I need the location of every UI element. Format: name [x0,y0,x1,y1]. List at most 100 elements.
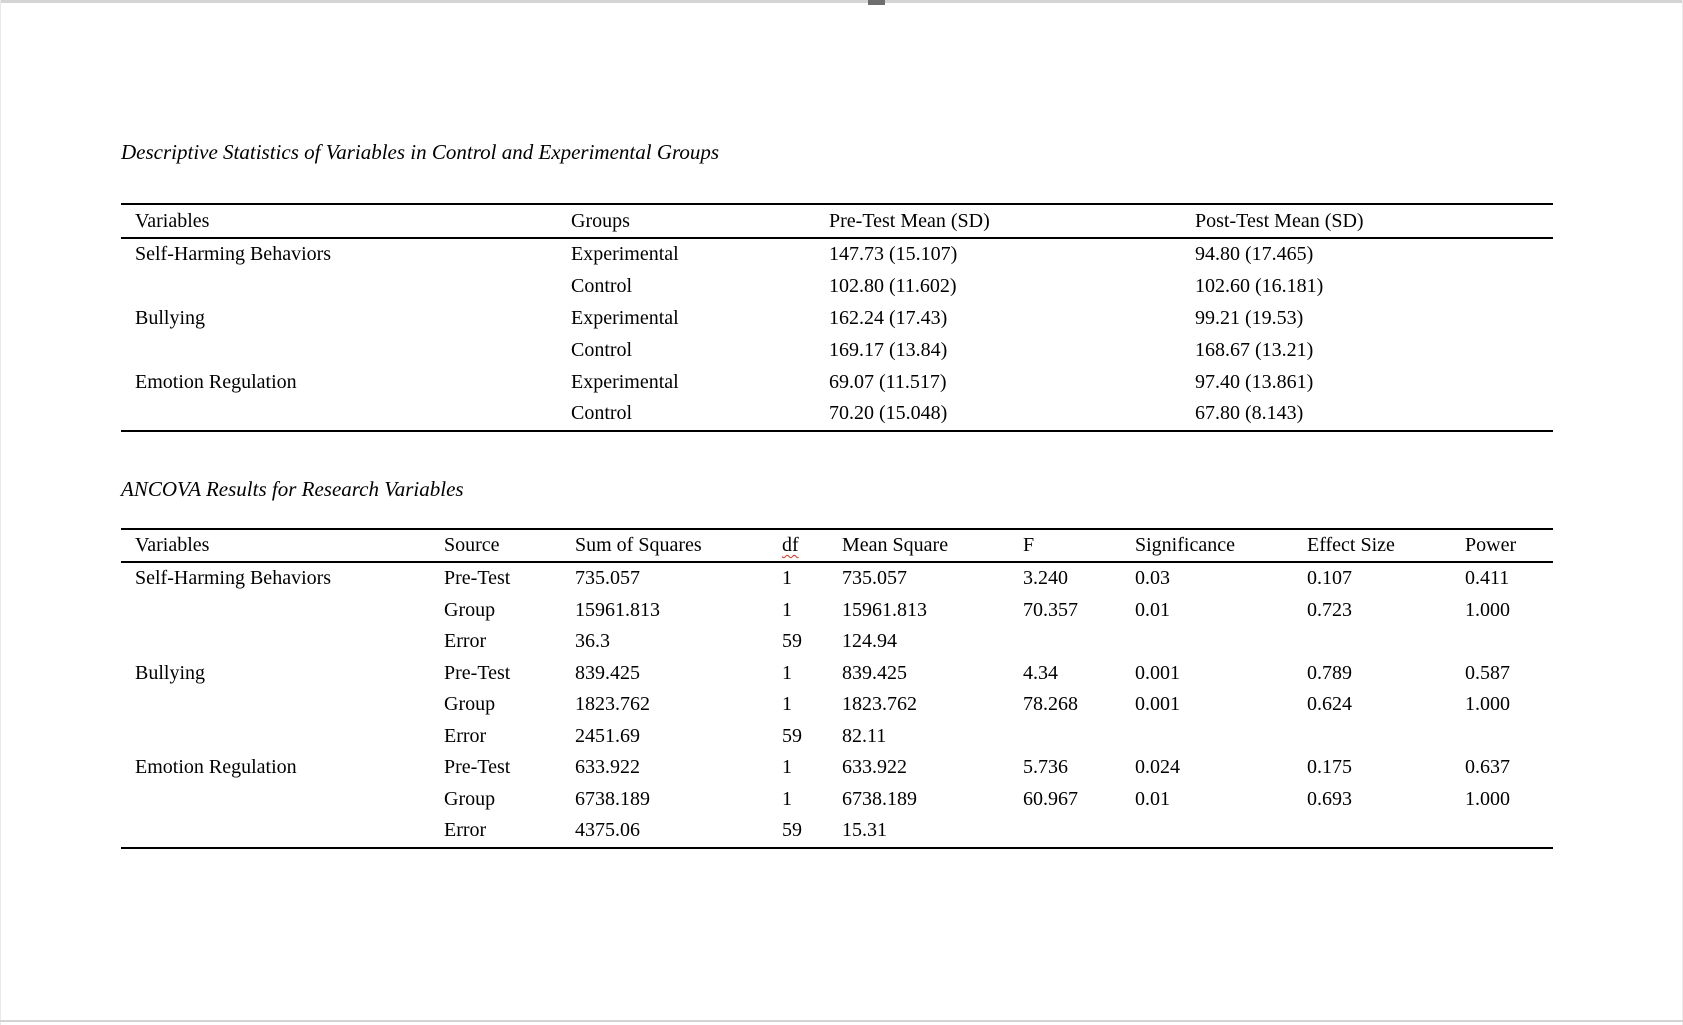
table-cell: 6738.189 [842,787,917,810]
table-cell: 60.967 [1023,787,1078,810]
table-cell: 0.411 [1465,567,1510,590]
table-cell: 1.000 [1465,693,1510,716]
window-edge-left [0,0,1,1025]
top-edge-bar [0,0,1683,3]
table-cell [121,689,430,721]
table-cell: 839.425 [575,661,640,684]
table-cell: Group [444,693,496,716]
table-cell: 6738.189 [575,787,650,810]
table-cell: Group [444,598,496,621]
table-cell: 59 [782,630,802,653]
table-cell: 15961.813 [842,598,927,621]
header-text: Groups [571,209,630,232]
table-cell [1293,815,1451,848]
table-cell [1293,721,1451,753]
table-cell [121,721,430,753]
table-cell: 0.624 [1307,693,1352,716]
table-cell: Control [571,402,633,425]
table-cell [121,398,557,431]
table-row: Error 2451.69 59 82.11 [121,721,1553,753]
table-cell: 0.01 [1135,598,1170,621]
table-cell [1121,626,1293,658]
column-header: Significance [1121,529,1293,563]
table-cell: 94.80 (17.465) [1195,243,1314,266]
scrollbar-thumb[interactable] [868,0,885,5]
table-cell: 70.357 [1023,598,1078,621]
table-cell: 1823.762 [575,693,650,716]
table-cell: Emotion Regulation [135,370,297,393]
table-cell: Self-Harming Behaviors [135,243,332,266]
column-header: Variables [121,529,430,563]
table-cell: 0.723 [1307,598,1352,621]
table-cell [1121,815,1293,848]
table-cell: 0.175 [1307,756,1352,779]
table-cell: Control [571,275,633,298]
table-cell: 0.693 [1307,787,1352,810]
table-cell: Experimental [571,306,679,329]
column-header: Source [430,529,561,563]
table-cell: Pre-Test [444,661,511,684]
table-row: Error 36.3 59 124.94 [121,626,1553,658]
table-cell: 4375.06 [575,819,640,842]
table-cell: 0.789 [1307,661,1352,684]
table-cell: Pre-Test [444,567,511,590]
column-header: Effect Size [1293,529,1451,563]
column-header: Groups [557,204,815,239]
table-cell: 162.24 (17.43) [829,306,948,329]
table-cell: Error [444,724,487,747]
descriptives-table-caption: Descriptive Statistics of Variables in C… [121,140,720,164]
table-row: Group 15961.813 1 15961.813 70.357 0.01 0.723 1… [121,595,1553,627]
header-text: Post-Test Mean (SD) [1195,209,1364,232]
table-cell: 633.922 [842,756,907,779]
table-cell: 0.001 [1135,693,1180,716]
column-header: F [1009,529,1121,563]
table-cell: 67.80 (8.143) [1195,402,1304,425]
table-cell: Emotion Regulation [135,756,297,779]
table-cell: 1 [782,756,792,779]
table-cell [121,815,430,848]
table-cell: Bullying [135,661,206,684]
column-header: Sum of Squares [561,529,768,563]
table-cell [1009,626,1121,658]
misspelled-header-text: df [782,534,799,556]
table-cell: 735.057 [575,567,640,590]
table-cell: 1 [782,661,792,684]
table-cell [1293,626,1451,658]
ancova-table-caption: ANCOVA Results for Research Variables [121,477,464,501]
table-cell: 1823.762 [842,693,917,716]
table-cell: 4.34 [1023,661,1058,684]
table-cell: 168.67 (13.21) [1195,338,1314,361]
table-cell: 99.21 (19.53) [1195,306,1304,329]
table-cell: 0.01 [1135,787,1170,810]
table-cell: 633.922 [575,756,640,779]
table-cell: Error [444,630,487,653]
table-cell [1451,815,1553,848]
column-header: Pre-Test Mean (SD) [815,204,1181,239]
table-cell: 1 [782,693,792,716]
table-cell: 5.736 [1023,756,1068,779]
table-cell: Experimental [571,243,679,266]
header-row: Variables Source Sum of Squares df Mean Squa… [121,529,1553,563]
table-cell: 2451.69 [575,724,640,747]
table-cell: 839.425 [842,661,907,684]
table-row: Control 169.17 (13.84) 168.67 (13.21) [121,334,1553,366]
header-text: Variables [135,534,210,556]
page-bottom-edge [0,1020,1683,1022]
table-cell: 59 [782,819,802,842]
table-cell: 147.73 (15.107) [829,243,958,266]
table-row: Control 102.80 (11.602) 102.60 (16.181) [121,271,1553,303]
table-cell: 69.07 (11.517) [829,370,947,393]
table-row: Emotion Regulation Pre-Test 633.922 1 633.92… [121,752,1553,784]
table-row: Error 4375.06 59 15.31 [121,815,1553,848]
table-cell: 97.40 (13.861) [1195,370,1314,393]
table-cell: 1.000 [1465,787,1510,810]
table-cell: 15961.813 [575,598,660,621]
column-header: Post-Test Mean (SD) [1181,204,1553,239]
header-text: Mean Square [842,534,949,556]
table-row: Bullying Experimental 162.24 (17.43) 99.21 … [121,303,1553,335]
table-cell: 3.240 [1023,567,1068,590]
table-cell: 0.024 [1135,756,1180,779]
header-text: Effect Size [1307,534,1395,556]
header-text: Source [444,534,500,556]
